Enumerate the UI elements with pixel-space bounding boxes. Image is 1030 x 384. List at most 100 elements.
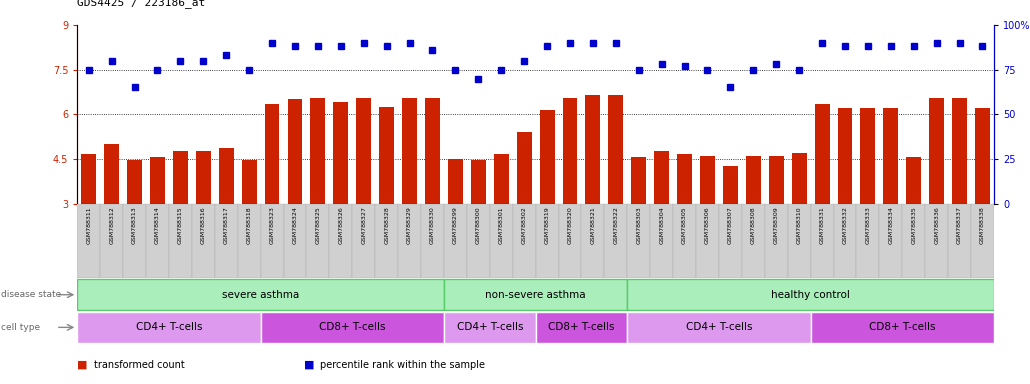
Text: GSM788328: GSM788328 [384, 207, 389, 244]
Text: GSM788331: GSM788331 [820, 207, 825, 244]
Bar [929, 98, 945, 204]
Bar [975, 108, 990, 204]
Text: GSM788323: GSM788323 [270, 207, 275, 244]
Text: GSM788304: GSM788304 [659, 207, 664, 244]
Bar [654, 151, 670, 204]
Text: GSM788307: GSM788307 [728, 207, 733, 244]
Bar [857, 204, 880, 278]
Bar [127, 161, 142, 204]
Bar [242, 161, 256, 204]
Text: GSM788326: GSM788326 [338, 207, 343, 244]
Bar [330, 204, 352, 278]
Bar [792, 153, 806, 204]
Bar [146, 204, 169, 278]
Text: GSM788335: GSM788335 [912, 207, 917, 244]
Bar [700, 156, 715, 204]
Bar [815, 104, 829, 204]
Text: disease state: disease state [1, 290, 61, 299]
Text: GSM788333: GSM788333 [865, 207, 870, 244]
Bar [104, 144, 119, 204]
Text: GSM788330: GSM788330 [430, 207, 435, 244]
Text: GSM788311: GSM788311 [87, 207, 92, 244]
Bar [627, 204, 650, 278]
Bar [375, 204, 398, 278]
Bar [627, 279, 994, 310]
Text: GSM788325: GSM788325 [315, 207, 320, 244]
Bar [307, 204, 330, 278]
Bar [811, 312, 994, 343]
Text: GSM788329: GSM788329 [407, 207, 412, 244]
Text: GSM788301: GSM788301 [499, 207, 504, 244]
Text: CD4+ T-cells: CD4+ T-cells [686, 322, 752, 333]
Bar [265, 104, 279, 204]
Bar [352, 204, 375, 278]
Bar [723, 166, 737, 204]
Bar [788, 204, 811, 278]
Text: GSM788299: GSM788299 [453, 207, 458, 244]
Bar [837, 108, 853, 204]
Bar [906, 157, 921, 204]
Bar [627, 312, 811, 343]
Bar [398, 204, 421, 278]
Bar [81, 154, 96, 204]
Text: GSM788315: GSM788315 [178, 207, 183, 244]
Bar [540, 110, 554, 204]
Text: GSM788322: GSM788322 [613, 207, 618, 244]
Bar [310, 98, 325, 204]
Bar [764, 204, 788, 278]
Bar [100, 204, 124, 278]
Bar [421, 204, 444, 278]
Text: GSM788337: GSM788337 [957, 207, 962, 244]
Bar [77, 279, 444, 310]
Text: GSM788314: GSM788314 [154, 207, 160, 244]
Text: non-severe asthma: non-severe asthma [485, 290, 586, 300]
Bar [674, 204, 696, 278]
Bar [287, 99, 303, 204]
Bar [811, 204, 833, 278]
Bar [513, 204, 536, 278]
Text: GSM788313: GSM788313 [132, 207, 137, 244]
Text: percentile rank within the sample: percentile rank within the sample [320, 360, 485, 370]
Bar [218, 149, 234, 204]
Text: GSM788320: GSM788320 [568, 207, 573, 244]
Text: GSM788327: GSM788327 [362, 207, 367, 244]
Text: GSM788305: GSM788305 [682, 207, 687, 244]
Bar [444, 279, 627, 310]
Bar [746, 156, 761, 204]
Bar [902, 204, 925, 278]
Bar [696, 204, 719, 278]
Text: GSM788309: GSM788309 [774, 207, 779, 244]
Text: GSM788316: GSM788316 [201, 207, 206, 244]
Text: transformed count: transformed count [94, 360, 184, 370]
Text: severe asthma: severe asthma [221, 290, 299, 300]
Text: cell type: cell type [1, 323, 40, 332]
Bar [169, 204, 192, 278]
Text: GSM788317: GSM788317 [224, 207, 229, 244]
Text: CD8+ T-cells: CD8+ T-cells [319, 322, 385, 333]
Text: GSM788310: GSM788310 [796, 207, 801, 244]
Bar [860, 108, 876, 204]
Bar [150, 157, 165, 204]
Bar [471, 161, 486, 204]
Text: GSM788336: GSM788336 [934, 207, 939, 244]
Bar [379, 107, 394, 204]
Bar [490, 204, 513, 278]
Bar [609, 95, 623, 204]
Bar [448, 159, 462, 204]
Bar [444, 312, 536, 343]
Bar [261, 204, 283, 278]
Bar [677, 154, 692, 204]
Text: CD8+ T-cells: CD8+ T-cells [548, 322, 615, 333]
Text: healthy control: healthy control [771, 290, 850, 300]
Bar [925, 204, 948, 278]
Bar [558, 204, 581, 278]
Bar [192, 204, 214, 278]
Text: GSM788306: GSM788306 [705, 207, 710, 244]
Bar [238, 204, 261, 278]
Text: GSM788334: GSM788334 [888, 207, 893, 244]
Bar [536, 312, 627, 343]
Text: ■: ■ [77, 360, 88, 370]
Bar [742, 204, 764, 278]
Text: CD8+ T-cells: CD8+ T-cells [869, 322, 935, 333]
Bar [581, 204, 605, 278]
